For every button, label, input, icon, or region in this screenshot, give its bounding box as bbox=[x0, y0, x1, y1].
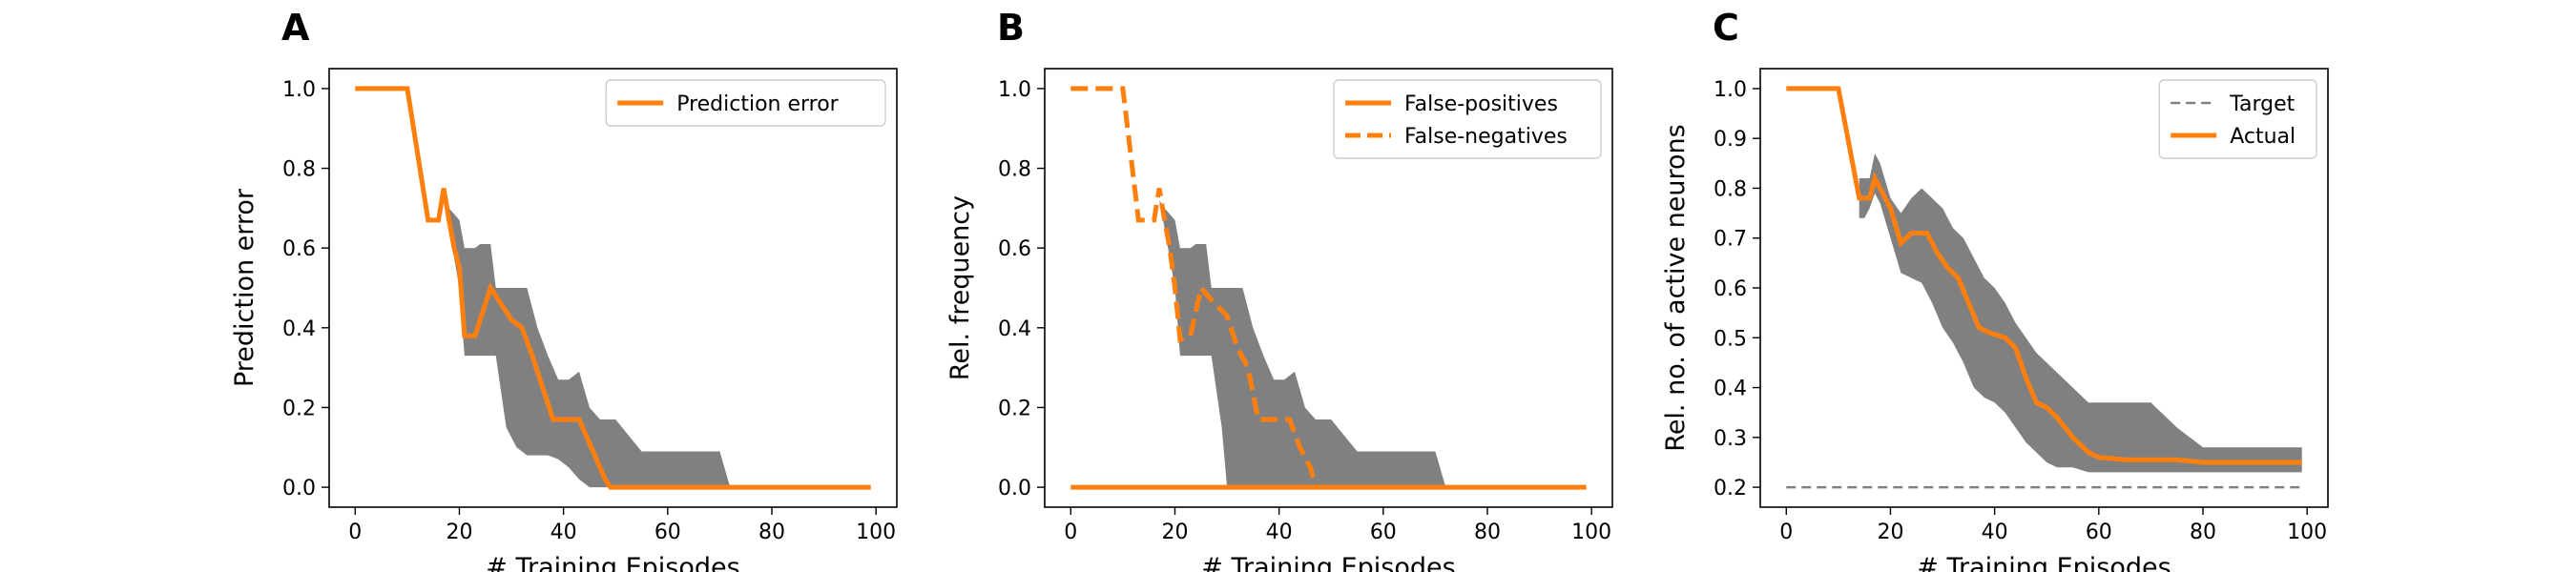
axes-frame bbox=[1044, 68, 1613, 508]
y-tick-label: 0.4 bbox=[998, 317, 1031, 341]
legend-label: Prediction error bbox=[676, 92, 839, 116]
variance-band bbox=[444, 200, 746, 488]
y-tick-label: 0.5 bbox=[1714, 327, 1747, 351]
x-axis-label: # Training Episodes bbox=[1201, 553, 1455, 572]
panel-letter: A bbox=[281, 7, 310, 49]
panel-letter: B bbox=[997, 7, 1025, 49]
x-tick-label: 80 bbox=[758, 521, 785, 544]
x-tick-label: 40 bbox=[1266, 521, 1293, 544]
y-tick-label: 0.8 bbox=[1714, 177, 1747, 201]
x-tick-label: 20 bbox=[1877, 521, 1903, 544]
legend: False-positives False-negatives bbox=[1333, 79, 1602, 159]
y-tick-label: 0.2 bbox=[1714, 477, 1747, 500]
y-tick-label: 0.2 bbox=[998, 397, 1031, 420]
x-tick-label: 0 bbox=[1064, 521, 1077, 544]
y-axis-label: Rel. frequency bbox=[945, 195, 975, 380]
x-tick-label: 60 bbox=[1370, 521, 1397, 544]
legend-label: False-negatives bbox=[1404, 125, 1568, 149]
x-tick-label: 20 bbox=[446, 521, 472, 544]
x-tick-label: 0 bbox=[348, 521, 362, 544]
series-line-actual bbox=[1786, 86, 2302, 465]
panel-a: A 0 20 40 60 80 100 0.0 0.2 0.4 0.6 0.8 1.0 # Trainin… bbox=[230, 7, 898, 572]
legend: Target Actual bbox=[2158, 79, 2317, 159]
plot-area bbox=[1786, 86, 2302, 489]
plot-area bbox=[1070, 86, 1587, 490]
y-axis-label: Rel. no. of active neurons bbox=[1661, 124, 1691, 451]
legend: Prediction error bbox=[605, 79, 886, 127]
axes-frame bbox=[328, 68, 898, 508]
x-tick-label: 0 bbox=[1779, 521, 1793, 544]
y-tick-label: 0.0 bbox=[282, 477, 316, 500]
x-tick-label: 80 bbox=[1474, 521, 1501, 544]
variance-band bbox=[1859, 153, 2302, 473]
panel-c: C 0 20 40 60 80 100 0.2 0.3 0.4 0.5 0.6 0.7 0.8 0.9 1.0… bbox=[1661, 7, 2329, 572]
y-tick-label: 1.0 bbox=[282, 78, 316, 102]
y-tick-label: 0.8 bbox=[998, 158, 1031, 182]
legend-box bbox=[1333, 79, 1602, 159]
legend-label: Target bbox=[2229, 92, 2295, 116]
variance-band bbox=[1159, 200, 1462, 488]
y-tick-label: 0.2 bbox=[282, 397, 316, 420]
series-line-prediction-error bbox=[355, 86, 871, 490]
x-axis-label: # Training Episodes bbox=[1917, 553, 2171, 572]
x-tick-label: 100 bbox=[2287, 521, 2327, 544]
y-tick-label: 0.3 bbox=[1714, 427, 1747, 451]
legend-label: Actual bbox=[2230, 125, 2296, 149]
x-tick-label: 40 bbox=[551, 521, 577, 544]
legend-box bbox=[605, 79, 886, 127]
x-tick-label: 60 bbox=[654, 521, 681, 544]
y-axis-label: Prediction error bbox=[230, 188, 260, 387]
legend-box bbox=[2158, 79, 2317, 159]
x-tick-label: 100 bbox=[856, 521, 896, 544]
x-tick-label: 60 bbox=[2086, 521, 2112, 544]
y-tick-label: 0.4 bbox=[1714, 378, 1747, 401]
panel-letter: C bbox=[1713, 7, 1739, 49]
y-tick-label: 0.8 bbox=[282, 158, 316, 182]
panel-b: B 0 20 40 60 80 100 0.0 0.2 0.4 0.6 0.8 1.0 # Trainin… bbox=[945, 7, 1613, 572]
y-tick-label: 1.0 bbox=[998, 78, 1031, 102]
x-tick-label: 20 bbox=[1161, 521, 1188, 544]
y-tick-label: 0.9 bbox=[1714, 128, 1747, 152]
legend-label: False-positives bbox=[1404, 92, 1558, 116]
plot-area bbox=[355, 86, 871, 490]
x-tick-label: 100 bbox=[1571, 521, 1611, 544]
y-tick-label: 0.6 bbox=[998, 237, 1031, 261]
y-tick-label: 0.4 bbox=[282, 317, 316, 341]
x-tick-label: 40 bbox=[1982, 521, 2008, 544]
y-tick-label: 0.6 bbox=[282, 237, 316, 261]
y-tick-label: 0.0 bbox=[998, 477, 1031, 500]
y-tick-label: 1.0 bbox=[1714, 78, 1747, 102]
y-tick-label: 0.7 bbox=[1714, 228, 1747, 252]
x-tick-label: 80 bbox=[2190, 521, 2216, 544]
x-axis-label: # Training Episodes bbox=[486, 553, 739, 572]
y-tick-label: 0.6 bbox=[1714, 277, 1747, 301]
